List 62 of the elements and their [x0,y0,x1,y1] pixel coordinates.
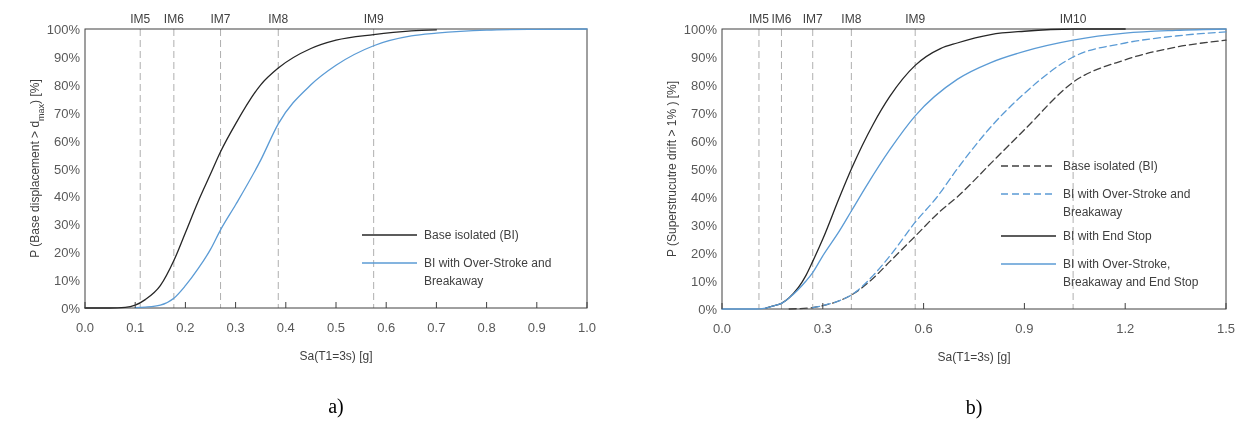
y-tick-label: 40% [53,189,81,205]
x-tick-label: 0.0 [75,320,95,335]
x-tick-label: 0.6 [914,321,933,336]
ref-line-label: IM7 [802,12,824,26]
x-tick-label: 1.0 [577,320,597,335]
x-tick-label: 0.4 [276,320,295,335]
x-tick-label: 0.9 [527,320,546,335]
legend-label: Base isolated (BI) [1063,159,1158,173]
y-tick-label: 40% [690,190,718,205]
y-tick-label: 80% [53,77,81,93]
ref-line-label: IM5 [748,12,770,26]
x-tick-label: 0.5 [326,320,346,335]
ref-line-label: IM5 [130,12,151,26]
ref-line-label: IM6 [771,12,792,26]
y-tick-label: 30% [53,217,81,233]
ref-line-label: IM9 [363,12,384,26]
ref-line-label: IM8 [268,12,289,26]
x-tick-label: 0.3 [813,321,832,336]
x-tick-label: 1.2 [1116,321,1135,336]
ref-line-label: IM6 [163,12,185,26]
text: a) [328,395,344,418]
y-tick-label: 20% [690,246,718,261]
y-tick-label: 10% [690,274,718,289]
legend-label: BI with Over-Stroke and Breakaway [424,256,552,288]
y-tick-label: 90% [53,49,81,65]
ref-line-label: IM7 [210,12,231,26]
y-tick-label: 20% [53,245,81,261]
ref-line-label: IM8 [841,12,862,26]
legend-label: BI with Over-Stroke, Breakaway and End Stop [1063,257,1199,289]
y-tick-label: 0% [61,301,81,316]
text: b) [965,396,983,419]
y-tick-label: 50% [690,162,718,177]
y-tick-label: 60% [690,134,718,149]
x-tick-label: 0.9 [1015,321,1034,336]
y-axis-title: P (Superstrucutre drift > 1% ) [%] [665,80,679,258]
y-tick-label: 0% [698,302,718,317]
y-tick-label: 80% [690,78,718,93]
ref-line-label: IM9 [905,12,926,26]
x-tick-label: 0.8 [477,320,496,335]
ref-line-label: IM10 [1059,12,1087,26]
x-tick-label: 0.2 [176,320,195,335]
legend-label: BI with Over-Stroke and Breakaway [1063,187,1191,219]
x-tick-label: 1.5 [1216,321,1236,336]
legend-label: BI with End Stop [1063,229,1153,243]
y-tick-label: 90% [690,50,718,65]
y-tick-label: 60% [53,133,81,149]
x-tick-label: 0.0 [712,321,732,336]
y-tick-label: 100% [683,22,718,37]
y-tick-label: 50% [53,161,81,177]
x-tick-label: 0.6 [377,320,396,335]
x-axis-title: Sa(T1=3s) [g] [937,350,1011,364]
y-tick-label: 30% [690,218,718,233]
y-tick-label: 70% [690,106,718,121]
y-tick-label: 70% [53,105,81,121]
x-tick-label: 0.3 [226,320,245,335]
y-tick-label: 100% [46,22,81,37]
x-axis-title: Sa(T1=3s) [g] [299,349,373,363]
x-tick-label: 0.7 [427,320,446,335]
line-series [134,28,588,309]
legend-label: Base isolated (BI) [424,228,519,242]
y-tick-label: 10% [53,273,81,289]
x-tick-label: 0.1 [126,320,145,335]
